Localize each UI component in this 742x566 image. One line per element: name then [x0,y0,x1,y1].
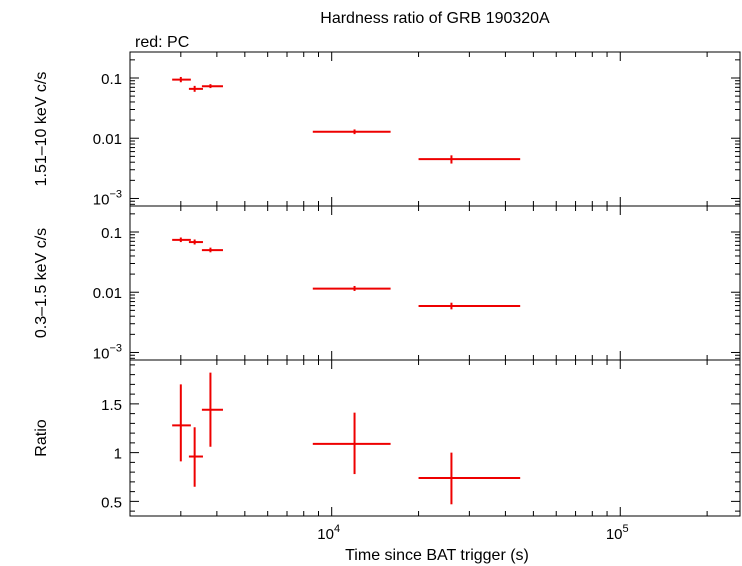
y-tick-label: 1.5 [101,397,122,414]
x-tick-label: 104 [317,523,340,543]
chart-title: Hardness ratio of GRB 190320A [320,10,550,27]
x-axis-label: Time since BAT trigger (s) [345,547,529,564]
panel-frame [129,359,741,517]
legend-text: red: PC [135,34,189,51]
chart-panels: 0.1 0.01 10−3 1.51–10 keV c/s 0.1 0.01 10−3 0.3… [33,51,741,543]
data-point [172,76,191,83]
y-axis-label: 1.51–10 keV c/s [33,72,50,187]
data-point [418,155,521,164]
panel-ratio: 1.5 1 0.5 Ratio 104 105 [33,359,741,543]
data-point [312,285,391,291]
data-point [201,247,223,253]
data-point [418,452,521,505]
data-point [312,129,391,135]
y-tick-label: 0.01 [93,285,122,302]
y-axis-label: Ratio [33,419,50,456]
panel-frame [129,205,741,361]
data-point [312,412,391,475]
data-point [201,84,223,89]
data-point [188,239,203,245]
y-tick-label: 0.1 [101,71,122,88]
y-tick-label: 0.1 [101,225,122,242]
panel-frame [129,51,741,207]
y-axis-label: 0.3–1.5 keV c/s [33,228,50,338]
x-tick-label: 105 [606,523,629,543]
y-tick-label: 0.01 [93,131,122,148]
data-point [418,302,521,310]
data-point [172,237,191,243]
y-tick-label: 1 [114,446,122,463]
data-point [188,427,203,487]
panel-soft: 0.1 0.01 10−3 0.3–1.5 keV c/s [33,205,741,362]
y-tick-label: 10−3 [93,188,122,208]
y-tick-label: 0.5 [101,494,122,511]
data-point [188,85,203,92]
data-point [201,372,223,447]
y-tick-label: 10−3 [93,342,122,362]
data-point [172,384,191,462]
panel-hard: 0.1 0.01 10−3 1.51–10 keV c/s [33,51,741,208]
